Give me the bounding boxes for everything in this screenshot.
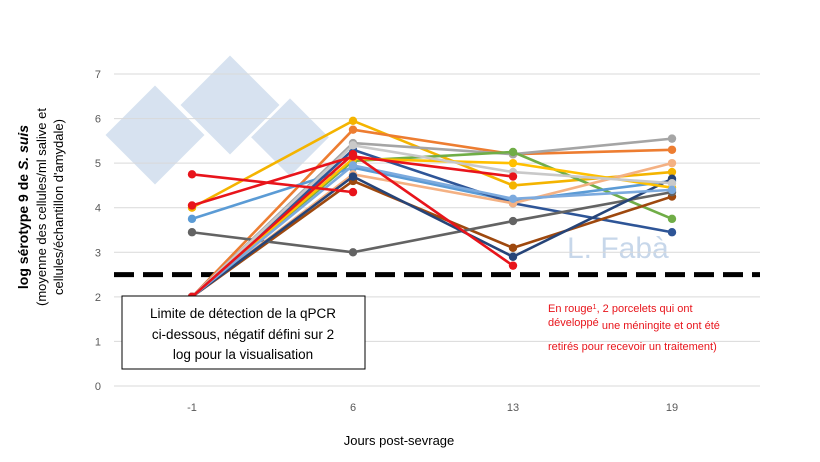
y-tick-label: 3 — [95, 247, 101, 259]
data-point — [667, 185, 677, 195]
data-point — [508, 172, 518, 181]
series-7 — [187, 187, 677, 257]
data-point — [348, 150, 358, 159]
data-point — [348, 172, 358, 181]
series-line — [191, 179, 673, 298]
y-tick-labels: 0 1 2 3 4 5 6 7 — [95, 69, 101, 393]
x-tick-labels: -1 6 13 19 — [187, 402, 678, 414]
data-point — [348, 161, 358, 170]
data-point — [187, 228, 197, 237]
data-point — [508, 261, 518, 270]
series-lines — [187, 116, 677, 302]
data-point — [348, 125, 358, 134]
data-point — [508, 252, 518, 261]
data-point — [667, 167, 677, 177]
series-line — [191, 190, 673, 254]
data-point — [667, 214, 677, 224]
series-line — [191, 157, 673, 298]
series-line — [191, 172, 354, 194]
data-point — [348, 248, 358, 257]
detection-limit-box: Limite de détection de la qPCR ci-dessou… — [121, 295, 366, 370]
svg-text:Limite de détection de la qPCR: Limite de détection de la qPCR — [150, 306, 336, 321]
data-point — [508, 216, 518, 226]
y-tick-label: 7 — [95, 69, 101, 81]
svg-text:développé une méningite et ont: développé une méningite et ont été — [548, 317, 720, 332]
series-13 — [187, 170, 358, 197]
data-point — [348, 116, 358, 126]
x-tick-label: 19 — [666, 402, 678, 414]
watermark-text: L. Fabà — [567, 232, 669, 265]
data-point — [508, 243, 518, 253]
svg-text:retirés pour recevoir un trait: retirés pour recevoir un traitement) — [548, 341, 717, 353]
data-point — [187, 214, 197, 224]
data-point — [667, 179, 677, 188]
data-point — [187, 201, 197, 210]
data-point — [348, 141, 358, 150]
data-point — [508, 147, 518, 157]
data-point — [508, 194, 518, 203]
red-annotation: En rouge1, 2 porcelets qui ont développé… — [548, 303, 720, 353]
svg-text:ci-dessous, négatif défini sur: ci-dessous, négatif défini sur 2 — [152, 327, 334, 342]
series-line — [191, 166, 673, 221]
y-tick-label: 1 — [95, 336, 101, 348]
data-point — [508, 181, 518, 190]
data-point — [667, 145, 677, 154]
y-tick-label: 4 — [95, 203, 101, 215]
series-line — [191, 164, 673, 298]
svg-text:(moyenne des cellules/ml saliv: (moyenne des cellules/ml salive et — [34, 108, 49, 306]
x-tick-label: -1 — [187, 402, 197, 414]
y-tick-label: 5 — [95, 158, 101, 170]
svg-text:En rouge1, 2 porcelets qui ont: En rouge1, 2 porcelets qui ont — [548, 303, 693, 315]
y-tick-label: 6 — [95, 114, 101, 126]
data-point — [508, 158, 518, 168]
series-line — [191, 128, 673, 298]
x-axis-label: Jours post-sevrage — [344, 433, 455, 448]
watermark-logo — [105, 55, 329, 185]
data-point — [187, 170, 197, 179]
x-tick-label: 13 — [507, 402, 519, 414]
series-line — [191, 144, 673, 298]
y-tick-label: 2 — [95, 292, 101, 304]
y-axis-label: log sérotype 9 de S. suis (moyenne des c… — [15, 108, 66, 306]
y-tick-label: 0 — [95, 381, 101, 393]
data-point — [667, 134, 677, 143]
data-point — [348, 187, 358, 197]
data-point — [667, 228, 677, 237]
svg-text:log sérotype 9 de S. suis: log sérotype 9 de S. suis — [15, 125, 31, 289]
data-point — [667, 158, 677, 168]
svg-text:log pour la visualisation: log pour la visualisation — [173, 347, 313, 362]
svg-text:cellules/échantillon d'amydale: cellules/échantillon d'amydale) — [51, 119, 66, 295]
x-tick-label: 6 — [350, 402, 356, 414]
series-line — [191, 175, 673, 298]
